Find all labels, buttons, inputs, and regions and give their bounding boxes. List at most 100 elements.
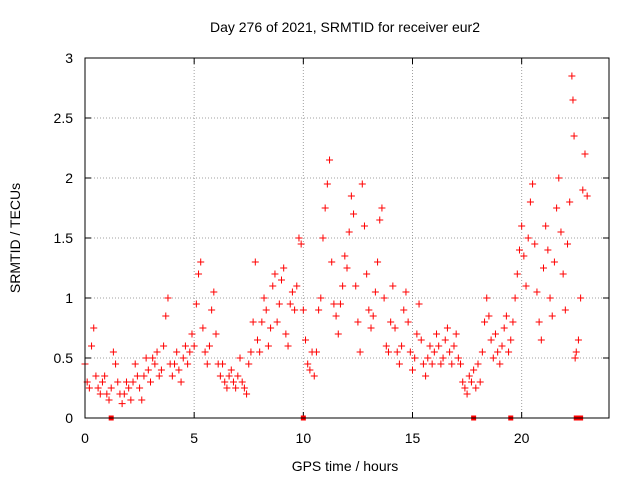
data-point (278, 276, 285, 284)
data-point (509, 318, 517, 326)
data-point (112, 360, 120, 368)
data-point (203, 360, 211, 368)
x-tick-label: 0 (81, 430, 89, 446)
data-point (422, 372, 430, 380)
data-point (299, 306, 307, 314)
y-tick-label: 0 (65, 410, 73, 426)
data-point (441, 336, 449, 344)
data-point (572, 348, 580, 356)
data-point (513, 270, 521, 278)
data-point (491, 330, 499, 338)
data-point (304, 360, 312, 368)
data-point (347, 192, 355, 200)
plot-frame (84, 57, 610, 419)
data-point (398, 342, 406, 350)
data-point (258, 318, 266, 326)
data-point (522, 282, 530, 290)
data-points (81, 72, 591, 421)
data-point (461, 384, 469, 392)
data-point (238, 378, 246, 386)
data-point (518, 222, 526, 230)
y-tick-label: 1.5 (54, 230, 74, 246)
data-point (457, 360, 465, 368)
data-point (583, 192, 591, 200)
data-point (553, 204, 561, 212)
data-point (310, 372, 318, 380)
data-point (413, 330, 421, 338)
data-point (378, 204, 386, 212)
data-point (409, 366, 416, 374)
data-point (424, 354, 432, 362)
data-point (131, 360, 139, 368)
data-point (98, 378, 106, 386)
data-point (306, 366, 314, 374)
data-point (494, 348, 502, 356)
data-point (312, 348, 320, 356)
data-point (345, 228, 353, 236)
data-point (216, 372, 224, 380)
y-tick-label: 1 (65, 290, 73, 306)
data-point (208, 306, 216, 314)
data-point (262, 306, 270, 314)
data-point (395, 360, 403, 368)
data-point (234, 372, 242, 380)
chart-title: Day 276 of 2021, SRMTID for receiver eur… (210, 19, 480, 35)
data-point (302, 336, 310, 344)
data-point (186, 348, 194, 356)
data-point (197, 258, 205, 266)
data-point (273, 318, 281, 326)
data-point (540, 264, 547, 272)
data-point (190, 342, 198, 350)
data-point (485, 312, 493, 320)
axis-ticks: 0 5 10 15 20 0 0.5 1 1.5 2 2.5 3 (54, 50, 609, 446)
data-point (496, 360, 504, 368)
data-point (533, 288, 541, 296)
data-point (140, 372, 148, 380)
data-point (467, 378, 475, 386)
data-point (330, 300, 338, 308)
data-point (149, 354, 157, 362)
data-point (181, 342, 189, 350)
data-point (380, 294, 388, 302)
data-point (321, 204, 329, 212)
data-point (105, 396, 113, 404)
data-point (336, 300, 344, 308)
data-point (502, 312, 510, 320)
data-point (315, 306, 323, 314)
data-point (118, 400, 126, 408)
data-point (188, 330, 196, 338)
y-tick-label: 0.5 (54, 350, 74, 366)
data-point (282, 330, 290, 338)
data-point (240, 384, 248, 392)
data-point (535, 318, 543, 326)
y-tick-label: 2 (65, 170, 73, 186)
data-point (500, 324, 508, 332)
data-point (356, 348, 364, 356)
data-point (430, 348, 438, 356)
data-point (85, 384, 93, 392)
data-point (151, 360, 159, 368)
data-point (428, 360, 436, 368)
data-point (454, 354, 462, 362)
data-point (155, 372, 163, 380)
data-point (352, 282, 360, 290)
data-point (443, 324, 451, 332)
data-point (271, 270, 279, 278)
data-point (162, 312, 170, 320)
data-point (478, 348, 486, 356)
data-point (280, 264, 288, 272)
y-tick-label: 2.5 (54, 110, 74, 126)
x-tick-label: 10 (296, 430, 312, 446)
data-point (133, 372, 141, 380)
data-point (531, 240, 539, 248)
data-point (498, 342, 506, 350)
data-point (433, 330, 441, 338)
data-point (326, 156, 334, 164)
data-point (225, 372, 233, 380)
data-point (426, 342, 434, 350)
data-point (96, 390, 104, 398)
data-point (245, 360, 253, 368)
data-point (109, 348, 117, 356)
data-point (354, 318, 362, 326)
data-point (153, 348, 161, 356)
